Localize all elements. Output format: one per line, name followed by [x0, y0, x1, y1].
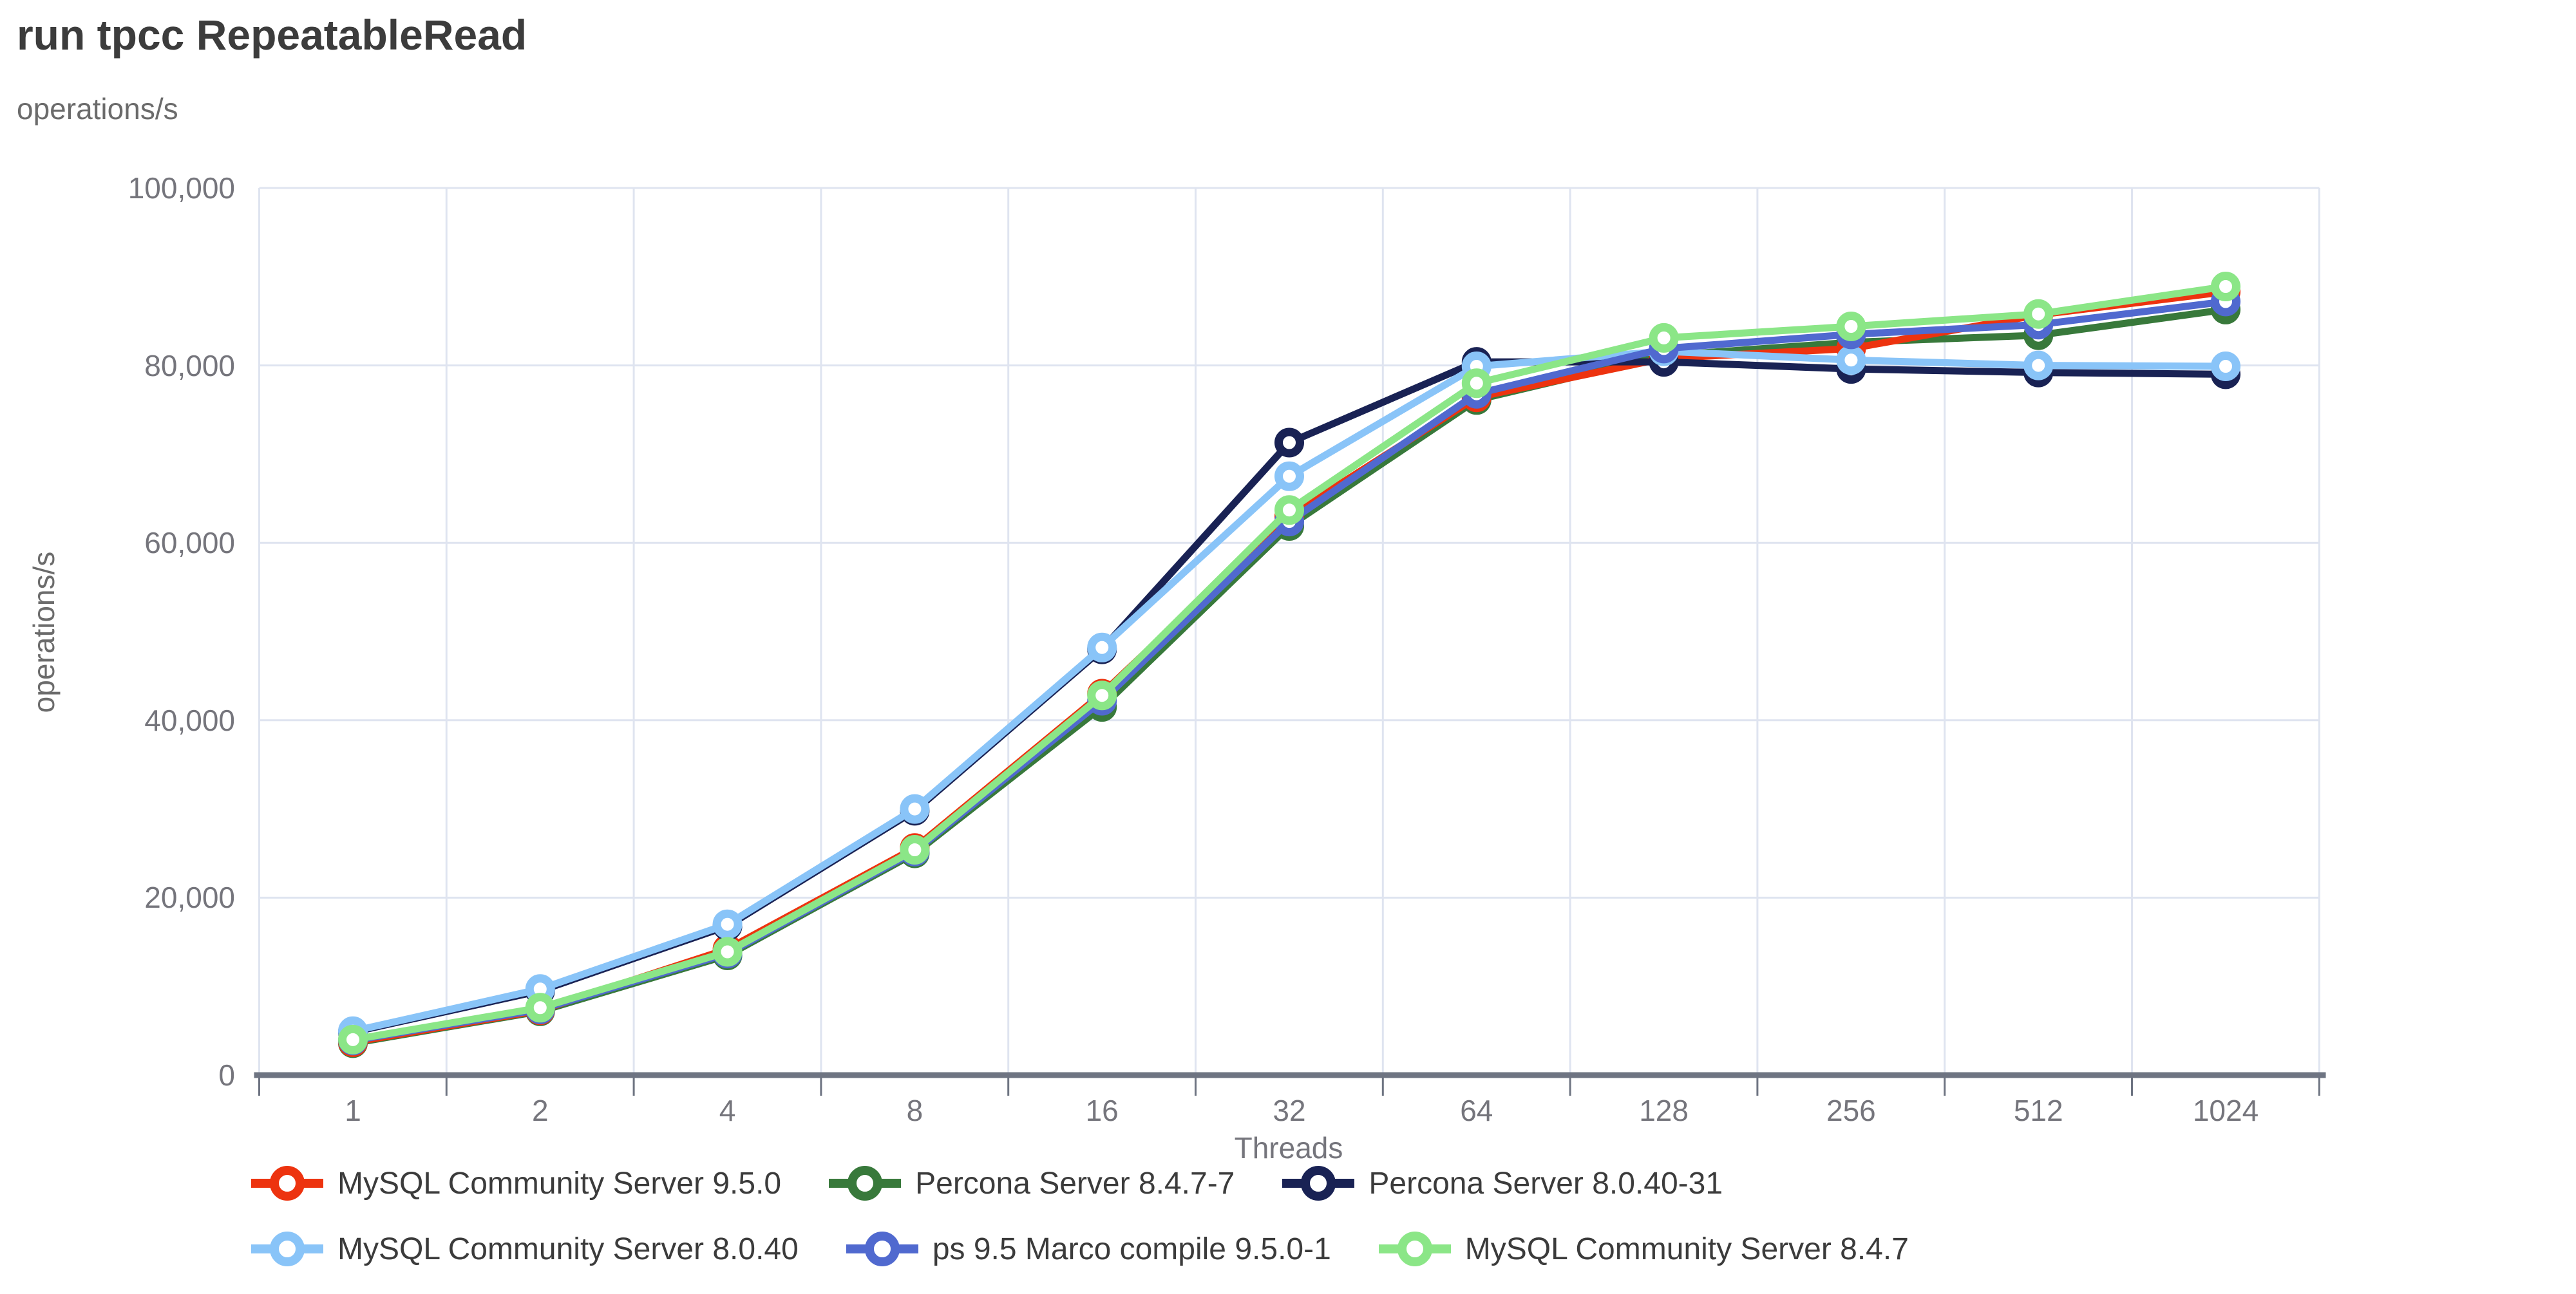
y-tick-label: 20,000	[144, 881, 235, 915]
legend-marker-circle	[270, 1166, 305, 1201]
legend-item-ps-9-5-marco-compile-9-5-0-1[interactable]: ps 9.5 Marco compile 9.5.0-1	[845, 1228, 1331, 1270]
x-tick-label: 4	[719, 1094, 736, 1127]
x-tick-label: 128	[1639, 1094, 1689, 1127]
x-tick-label: 32	[1273, 1094, 1306, 1127]
x-axis-title: Threads	[1234, 1131, 1343, 1165]
data-point	[2211, 352, 2240, 381]
series-ps-9-5-marco-compile-9-5-0-1	[338, 286, 2240, 1056]
legend-label: Percona Server 8.0.40-31	[1368, 1166, 1723, 1201]
data-point	[338, 1024, 368, 1055]
legend-item-percona-server-8-0-40-31[interactable]: Percona Server 8.0.40-31	[1281, 1163, 1723, 1204]
legend-marker-circle	[270, 1232, 305, 1266]
legend-item-mysql-community-server-9-5-0[interactable]: MySQL Community Server 9.5.0	[250, 1163, 781, 1204]
x-tick-label: 64	[1460, 1094, 1493, 1127]
legend-item-mysql-community-server-8-4-7[interactable]: MySQL Community Server 8.4.7	[1378, 1228, 1909, 1270]
data-point	[525, 993, 555, 1023]
data-point	[900, 835, 930, 865]
legend-marker-icon	[846, 1232, 918, 1266]
data-point	[2023, 299, 2054, 329]
x-tick-label: 256	[1826, 1094, 1876, 1127]
data-point	[1274, 495, 1304, 525]
legend-row: MySQL Community Server 8.0.40 ps 9.5 Marc…	[250, 1228, 1955, 1270]
data-point	[1274, 461, 1304, 491]
x-axis-ticks	[258, 1078, 2320, 1096]
legend-label: ps 9.5 Marco compile 9.5.0-1	[932, 1232, 1331, 1266]
chart-title: run tpcc RepeatableRead	[17, 11, 527, 59]
x-tick-label: 8	[906, 1094, 923, 1127]
y-tick-label: 40,000	[144, 703, 235, 737]
legend-label: MySQL Community Server 9.5.0	[337, 1166, 782, 1201]
y-tick-label: 0	[218, 1058, 235, 1092]
legend-label: MySQL Community Server 8.4.7	[1464, 1232, 1909, 1266]
series-mysql-community-server-8-4-7	[338, 272, 2240, 1055]
series-percona-server-8-0-40-31	[338, 347, 2240, 1047]
y-tick-label: 60,000	[144, 526, 235, 560]
legend-marker-icon	[1282, 1166, 1355, 1201]
legend-label: MySQL Community Server 8.0.40	[337, 1232, 799, 1266]
data-point	[1649, 323, 1679, 353]
data-point	[1087, 680, 1117, 711]
x-tick-label: 2	[532, 1094, 549, 1127]
x-tick-label: 1	[345, 1094, 361, 1127]
legend-marker-icon	[829, 1166, 902, 1201]
data-point	[2211, 272, 2240, 301]
data-point	[1274, 427, 1304, 458]
y-axis-unit-label: operations/s	[17, 92, 178, 126]
series-percona-server-8-4-7-7	[338, 294, 2240, 1058]
legend-marker-icon	[1378, 1232, 1451, 1266]
data-point	[712, 937, 743, 967]
legend-row: MySQL Community Server 9.5.0 Percona Serv…	[250, 1163, 1955, 1204]
data-point	[900, 794, 930, 824]
legend-marker-icon	[251, 1232, 323, 1266]
legend-label: Percona Server 8.4.7-7	[915, 1166, 1235, 1201]
x-tick-label: 512	[2013, 1094, 2063, 1127]
chart-legend: MySQL Community Server 9.5.0 Percona Serv…	[250, 1163, 1955, 1294]
legend-item-mysql-community-server-8-0-40[interactable]: MySQL Community Server 8.0.40	[250, 1228, 799, 1270]
data-point	[2023, 350, 2054, 380]
data-point	[712, 909, 743, 939]
y-tick-label: 100,000	[128, 171, 235, 205]
legend-marker-circle	[864, 1232, 900, 1266]
y-tick-label: 80,000	[144, 348, 235, 382]
series-mysql-community-server-9-5-0	[338, 277, 2240, 1057]
legend-marker-circle	[848, 1166, 883, 1201]
data-point	[1836, 345, 1866, 375]
data-point	[1461, 368, 1492, 399]
x-tick-label: 16	[1085, 1094, 1119, 1127]
data-point	[1836, 312, 1866, 341]
legend-marker-circle	[1301, 1166, 1336, 1201]
legend-marker-icon	[251, 1166, 323, 1201]
data-point	[1087, 632, 1117, 662]
legend-marker-circle	[1397, 1232, 1432, 1266]
legend-item-percona-server-8-4-7-7[interactable]: Percona Server 8.4.7-7	[828, 1163, 1235, 1204]
x-tick-label: 1024	[2192, 1094, 2259, 1127]
